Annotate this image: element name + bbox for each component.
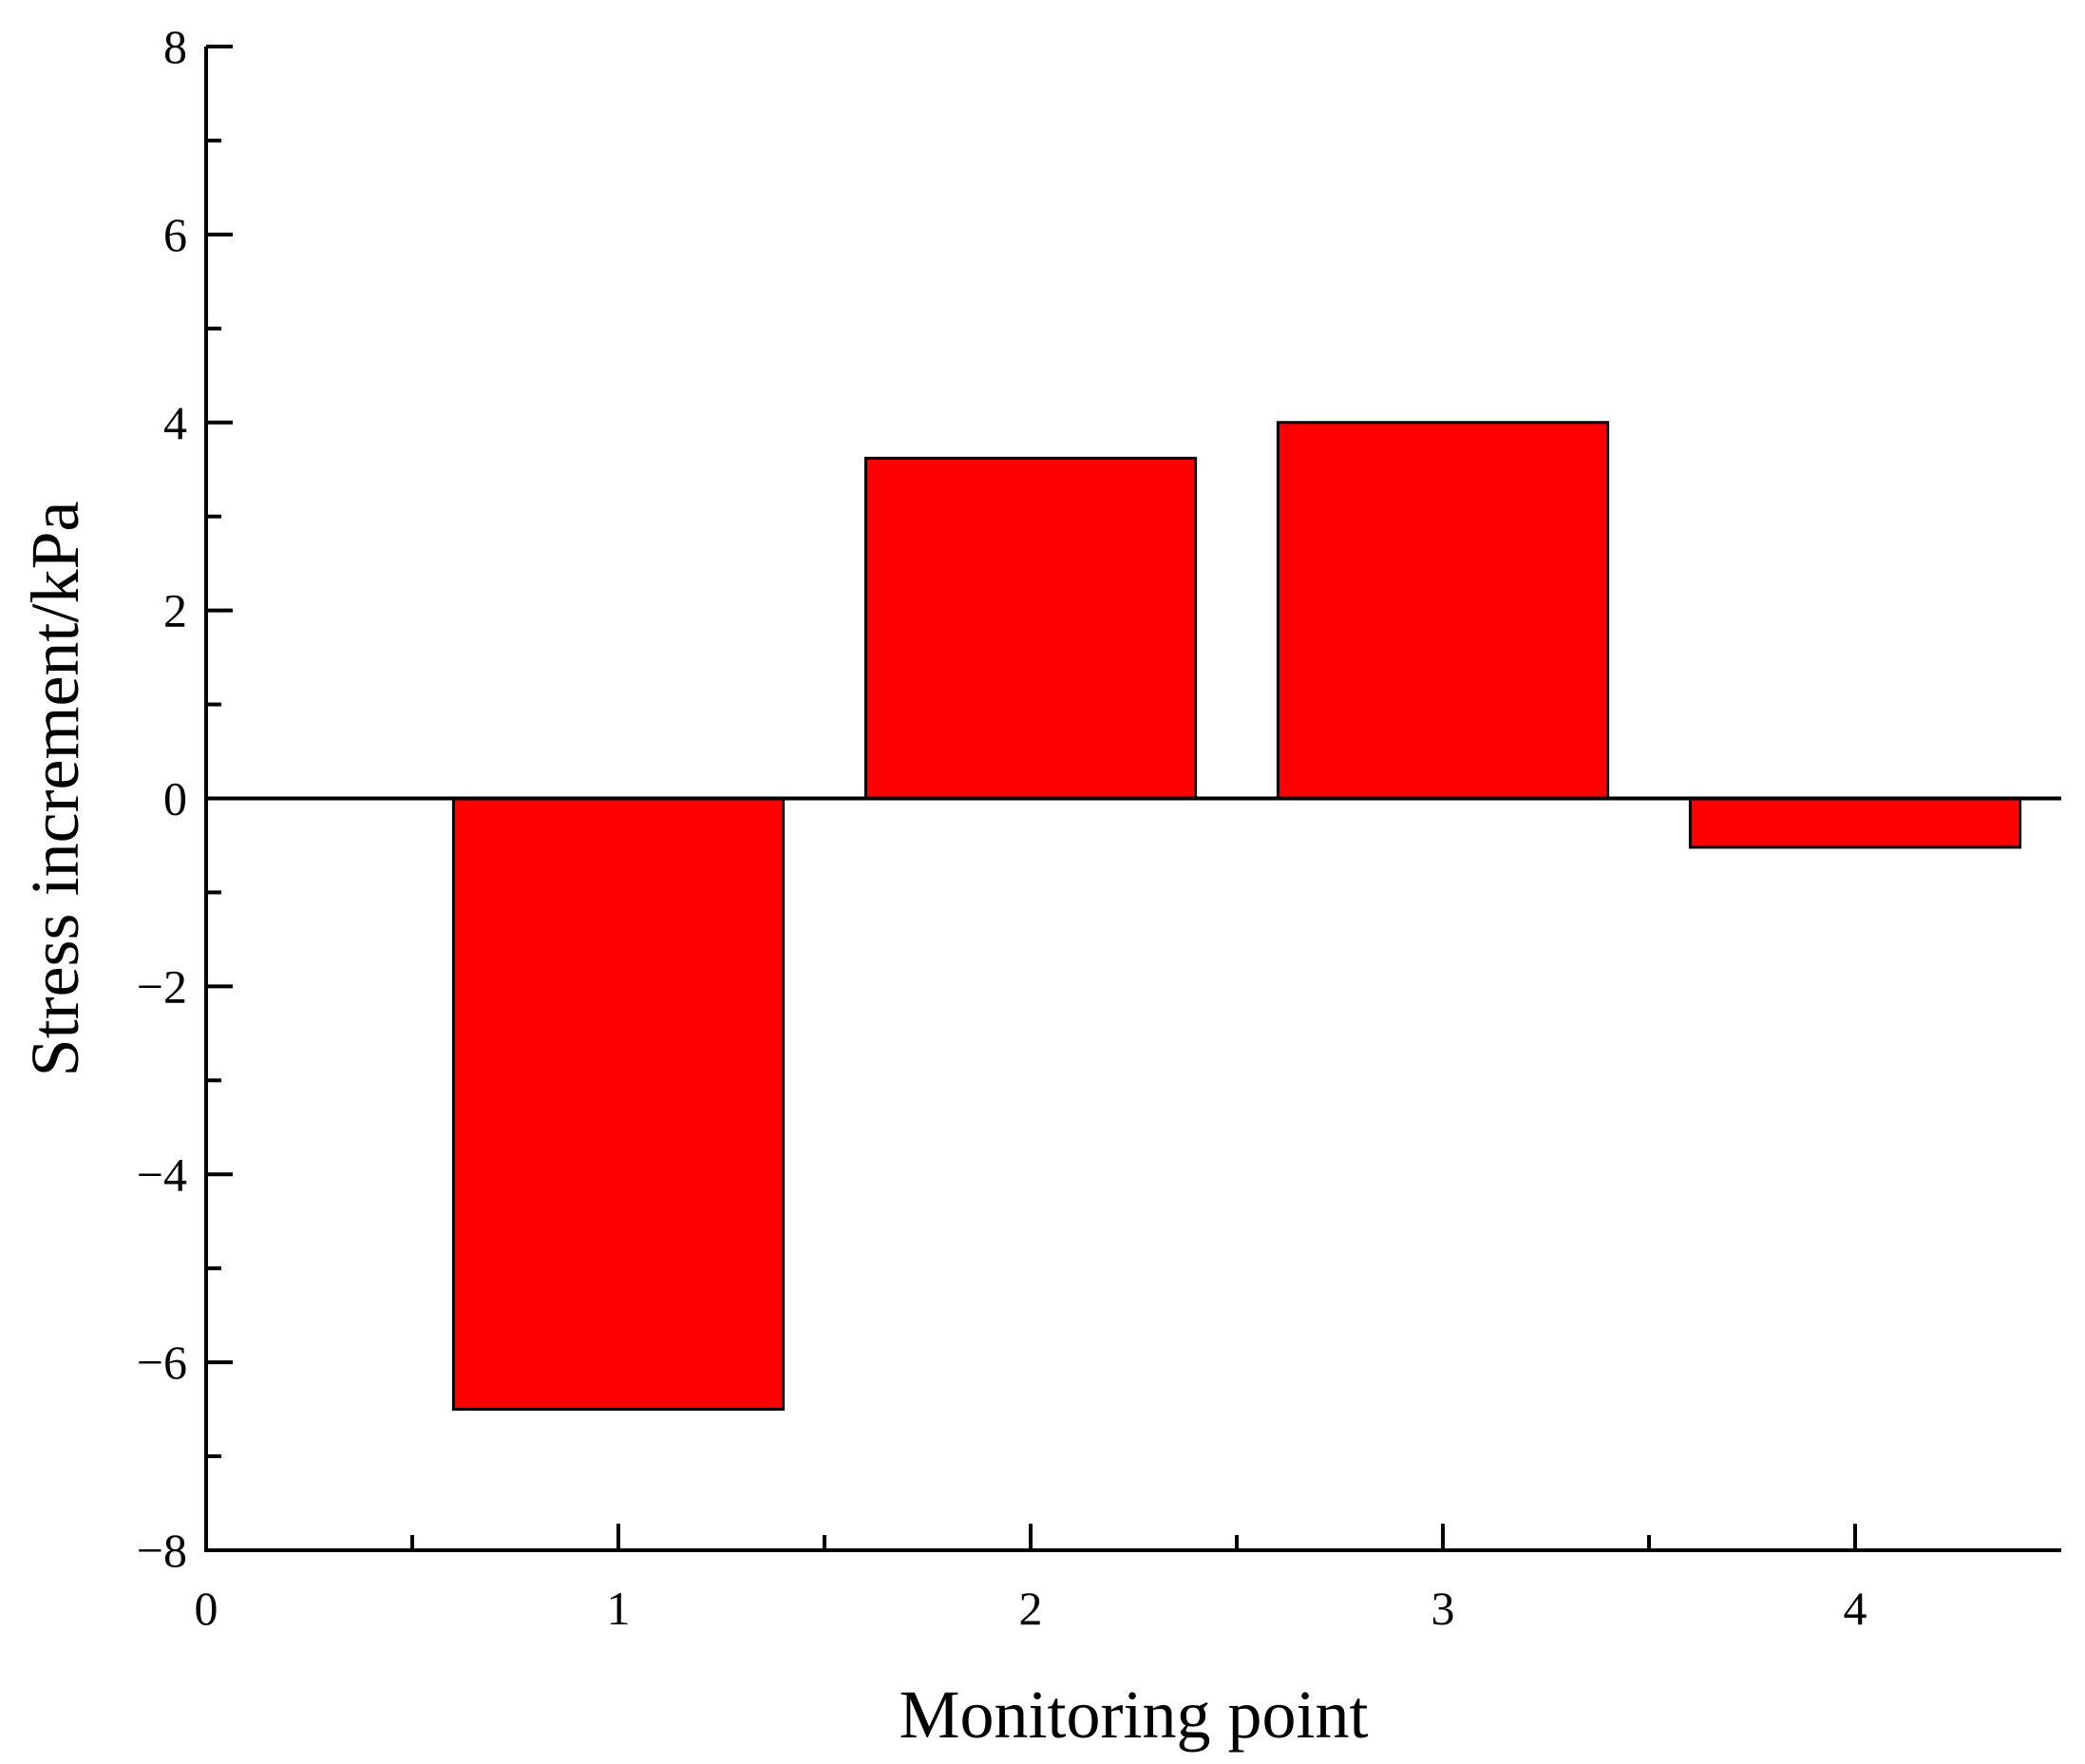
x-tick-label: 2 bbox=[1019, 1582, 1043, 1635]
y-tick-label: 2 bbox=[163, 584, 187, 637]
bar-point-2 bbox=[863, 456, 1198, 800]
y-tick-label: 0 bbox=[163, 772, 187, 825]
y-tick-label: −2 bbox=[137, 959, 187, 1013]
y-tick-label: 8 bbox=[163, 20, 187, 73]
y-tick-label: 6 bbox=[163, 208, 187, 261]
x-tick-label: 1 bbox=[607, 1582, 631, 1635]
x-tick-label: 3 bbox=[1431, 1582, 1455, 1635]
y-tick-label: −6 bbox=[137, 1336, 187, 1389]
bar-point-1 bbox=[451, 797, 786, 1412]
x-tick-label: 4 bbox=[1844, 1582, 1867, 1635]
bar-point-4 bbox=[1688, 797, 2022, 849]
bars-group bbox=[451, 421, 2022, 1412]
bar-point-3 bbox=[1276, 421, 1610, 800]
y-tick-label: 4 bbox=[163, 396, 187, 449]
x-axis-title: Monitoring point bbox=[899, 1677, 1368, 1753]
y-axis-title: Stress increment/kPa bbox=[17, 502, 93, 1077]
ticks-group bbox=[206, 45, 1857, 1552]
y-tick-label: −8 bbox=[137, 1524, 187, 1577]
y-tick-label: −4 bbox=[137, 1148, 187, 1201]
tick-labels-group: −8 −6 −4 −2 0 2 4 6 8 0 1 2 3 4 bbox=[137, 20, 1867, 1635]
x-tick-label: 0 bbox=[195, 1582, 218, 1635]
